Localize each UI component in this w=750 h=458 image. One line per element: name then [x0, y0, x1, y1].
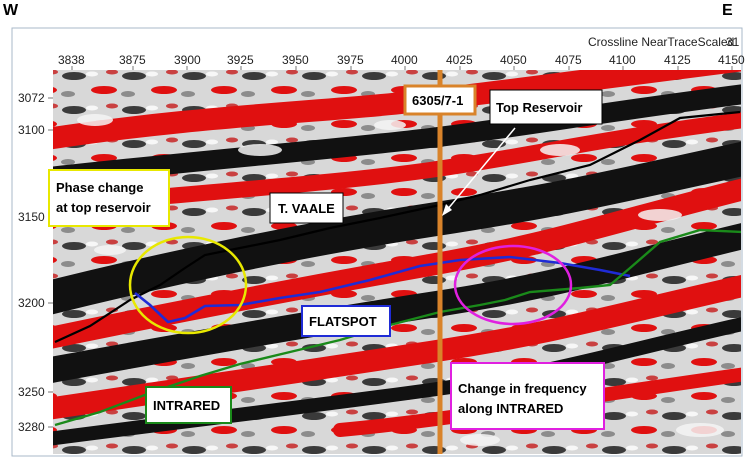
well-label-box: [403, 84, 477, 116]
well-label: 6305/7-1: [412, 93, 463, 108]
frequency-change-line-2: along INTRARED: [458, 401, 563, 416]
x-tick-label: 4025: [446, 53, 473, 67]
x-tick-label: 4125: [664, 53, 691, 67]
intrared-box: [145, 386, 232, 424]
x-tick-label: 3875: [119, 53, 146, 67]
arrow-head-icon: [442, 204, 452, 216]
frequency-change-box: [450, 362, 605, 430]
intrared-label: INTRARED: [153, 398, 220, 413]
t-vaale-label: T. VAALE: [278, 201, 335, 216]
y-tick-label: 3200: [18, 296, 45, 310]
frequency-change-line-1: Change in frequency: [458, 381, 587, 396]
x-tick-label: 4050: [500, 53, 527, 67]
phase-change-ellipse: [128, 235, 248, 335]
t-vaale-box: [269, 192, 344, 224]
y-tick-labels: 3072 3100 3150 3200 3250 3280: [18, 91, 45, 434]
top-reservoir-horizon: [54, 110, 741, 344]
top-reservoir-box: [489, 89, 603, 125]
x-tick-label: 3925: [227, 53, 254, 67]
phase-change-line-1: Phase change: [56, 180, 143, 195]
y-tick-label: 3250: [18, 385, 45, 399]
phase-change-line-2: at top reservoir: [56, 200, 151, 215]
intrared-horizon: [54, 228, 741, 427]
x-tick-label: 4150: [718, 53, 745, 67]
x-tick-label: 4075: [555, 53, 582, 67]
phase-change-box: [48, 169, 170, 227]
axis-title: Crossline NearTraceScaled: [588, 35, 734, 49]
west-label: W: [3, 2, 19, 19]
flatspot-box: [301, 305, 391, 337]
east-label: E: [722, 2, 733, 19]
axis-title-cut: 31: [726, 35, 740, 49]
x-tick-labels: 3838 3875 3900 3925 3950 3975 4000 4025 …: [58, 53, 745, 67]
flatspot-label: FLATSPOT: [309, 314, 377, 329]
top-reservoir-arrow: [446, 127, 516, 211]
seismic-image: [53, 70, 741, 454]
x-tick-label: 3900: [174, 53, 201, 67]
x-tick-label: 4100: [609, 53, 636, 67]
x-tick-label: 3950: [282, 53, 309, 67]
x-tick-label: 3975: [337, 53, 364, 67]
y-tick-label: 3280: [18, 420, 45, 434]
y-tick-label: 3100: [18, 123, 45, 137]
top-reservoir-label: Top Reservoir: [496, 100, 582, 115]
y-tick-label: 3072: [18, 91, 45, 105]
flatspot-horizon: [134, 255, 631, 324]
y-tick-label: 3150: [18, 210, 45, 224]
frequency-change-ellipse: [453, 244, 573, 326]
x-tick-label: 4000: [391, 53, 418, 67]
x-tick-label: 3838: [58, 53, 85, 67]
